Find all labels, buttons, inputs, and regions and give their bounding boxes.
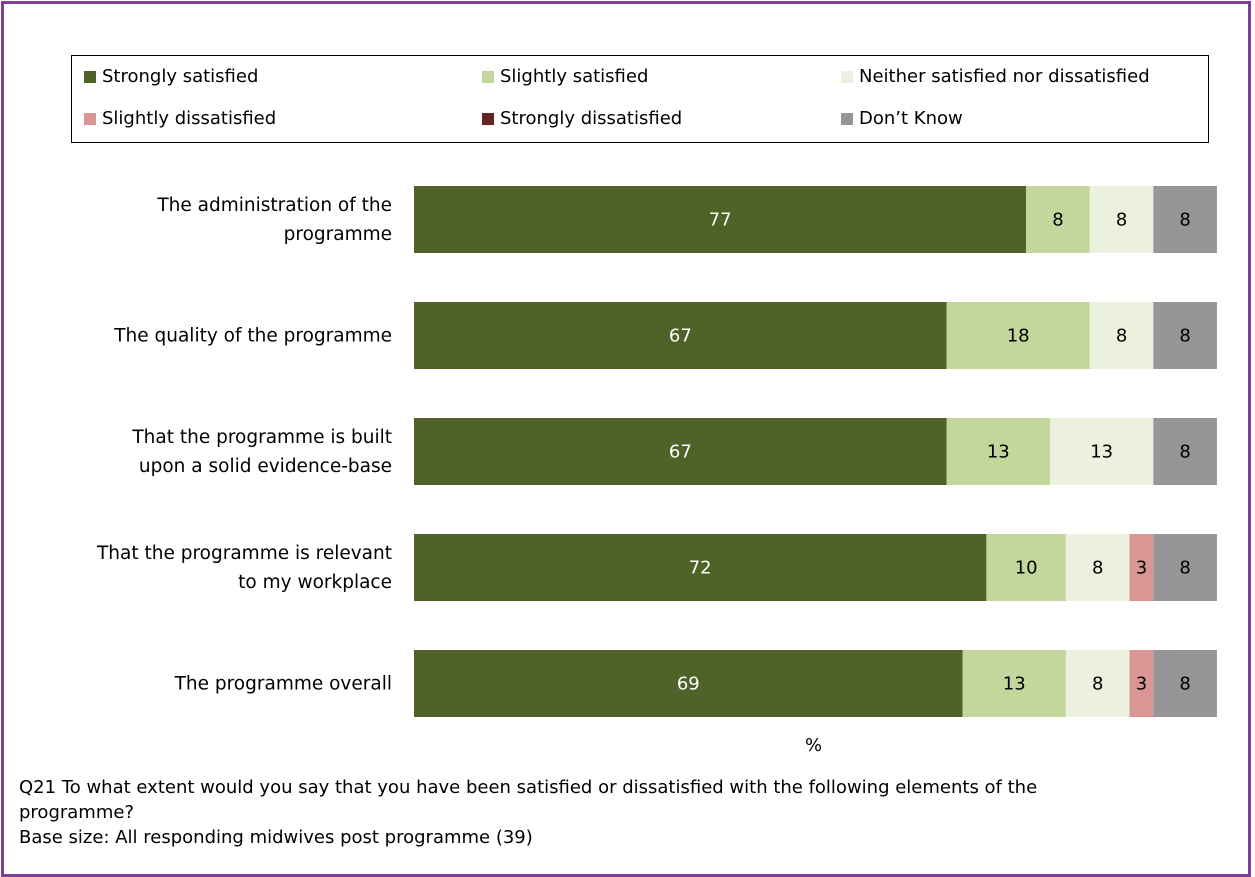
data-label: 8 (1116, 326, 1127, 347)
chart-legend: Strongly satisfied Slightly satisfied Neit… (71, 55, 1209, 143)
bar-segment (1050, 418, 1154, 485)
bar-segment (414, 302, 947, 369)
legend-label: Don’t Know (859, 108, 963, 129)
data-label: 67 (669, 326, 692, 347)
bar-segment (1089, 302, 1154, 369)
legend-swatch (841, 112, 853, 125)
data-label: 8 (1179, 674, 1190, 695)
category-label: The administration of the programme (156, 195, 392, 245)
bar-segment (1065, 650, 1130, 717)
data-label: 72 (689, 558, 712, 579)
x-axis-label: % (805, 735, 823, 756)
legend-label: Strongly satisfied (102, 66, 259, 87)
bar-segment (414, 650, 963, 717)
legend-label: Slightly satisfied (500, 66, 649, 87)
bar-segment (1153, 302, 1217, 369)
data-label: 67 (669, 442, 692, 463)
data-label: 10 (1015, 558, 1038, 579)
data-label: 8 (1179, 442, 1190, 463)
bar-segment (986, 534, 1066, 601)
data-label: 13 (1003, 674, 1026, 695)
legend-label: Slightly dissatisfied (102, 108, 277, 129)
legend-swatch (482, 70, 494, 83)
legend-item: Strongly satisfied (84, 66, 258, 87)
data-label: 3 (1136, 558, 1147, 579)
legend-label: Strongly dissatisfied (500, 108, 683, 129)
category-label: The quality of the programme (113, 326, 392, 347)
data-label: 13 (987, 442, 1010, 463)
data-label: 8 (1179, 558, 1190, 579)
bar-segment (414, 418, 947, 485)
bar-segment (946, 418, 1050, 485)
legend-swatch (84, 70, 96, 83)
data-label: 18 (1007, 326, 1030, 347)
bar-segment (946, 302, 1090, 369)
bar-segment (1129, 534, 1154, 601)
legend-item: Don’t Know (841, 108, 963, 129)
data-label: 77 (709, 210, 732, 231)
legend-item: Neither satisfied nor dissatisfied (841, 66, 1150, 87)
bar-segment (962, 650, 1066, 717)
data-label: 8 (1052, 210, 1063, 231)
data-label: 3 (1136, 674, 1147, 695)
data-label: 8 (1116, 210, 1127, 231)
bar-segment (1153, 418, 1217, 485)
legend-item: Slightly satisfied (482, 66, 648, 87)
bar-segment (1153, 186, 1217, 253)
data-label: 8 (1179, 326, 1190, 347)
data-label: 8 (1179, 210, 1190, 231)
category-label: The programme overall (174, 674, 392, 695)
bar-segment (1153, 534, 1217, 601)
category-label: That the programme is relevant to my work… (96, 543, 392, 593)
data-label: 13 (1090, 442, 1113, 463)
legend-item: Strongly dissatisfied (482, 108, 682, 129)
bar-segment (1129, 650, 1154, 717)
data-label: 69 (677, 674, 700, 695)
data-label: 8 (1092, 558, 1103, 579)
base-size-note: Base size: All responding midwives post … (19, 827, 533, 848)
question-text-line-1: Q21 To what extent would you say that yo… (19, 777, 1038, 798)
bar-segment (1065, 534, 1130, 601)
legend-swatch (482, 112, 494, 125)
bar-segment (1153, 650, 1217, 717)
question-text-line-2: programme? (19, 802, 134, 823)
bar-segment (1026, 186, 1090, 253)
legend-item: Slightly dissatisfied (84, 108, 276, 129)
bar-segment (414, 186, 1027, 253)
category-label: That the programme is built upon a solid … (131, 427, 392, 477)
legend-label: Neither satisfied nor dissatisfied (859, 66, 1150, 87)
legend-swatch (84, 112, 96, 125)
bar-segment (1089, 186, 1154, 253)
bar-segment (414, 534, 987, 601)
data-label: 8 (1092, 674, 1103, 695)
legend-swatch (841, 70, 853, 83)
